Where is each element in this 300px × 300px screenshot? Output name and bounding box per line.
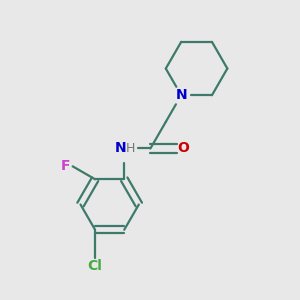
Text: N: N xyxy=(114,142,126,155)
Text: H: H xyxy=(126,142,135,155)
Text: O: O xyxy=(177,142,189,155)
Text: N: N xyxy=(176,88,187,102)
Text: F: F xyxy=(61,159,70,173)
Text: Cl: Cl xyxy=(88,259,103,273)
